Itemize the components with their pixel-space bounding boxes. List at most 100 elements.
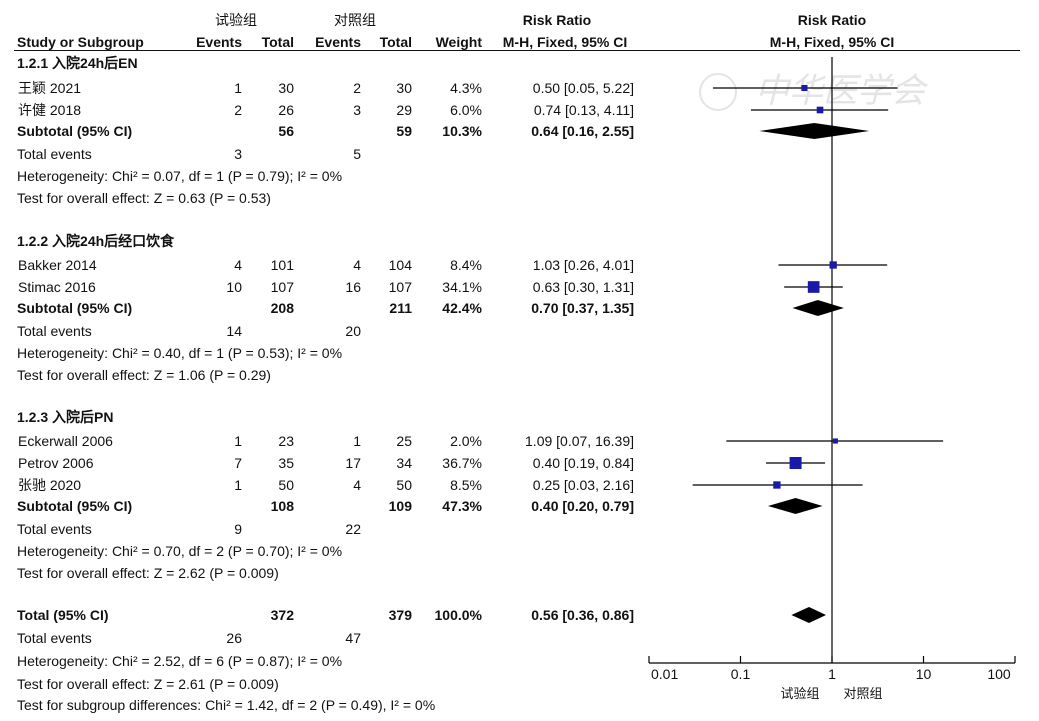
subgroup-title: 1.2.3 入院后PN [17, 409, 114, 425]
experimental-group-header: 试验组 [215, 12, 257, 28]
total-ctl: 379 [388, 607, 412, 623]
x-axis-tick-label: 10 [916, 666, 932, 682]
study-weight: 8.4% [450, 257, 482, 273]
study-total-ctl: 107 [388, 279, 412, 295]
overall-effect-text: Test for overall effect: Z = 2.62 (P = 0… [17, 565, 279, 581]
subtotal-diamond [768, 498, 823, 514]
study-total-ctl: 104 [388, 257, 412, 273]
study-events-exp: 4 [234, 257, 242, 273]
favours-experimental-label: 试验组 [780, 686, 819, 702]
study-total-exp: 26 [278, 102, 294, 118]
total-events-label: Total events [17, 630, 92, 646]
study-total-exp: 35 [278, 455, 294, 471]
subtotal-diamond [759, 123, 870, 139]
heterogeneity-text: Heterogeneity: Chi² = 0.07, df = 1 (P = … [17, 168, 343, 184]
subgroup-title: 1.2.2 入院24h后经口饮食 [17, 233, 175, 249]
subtotal-total-exp: 108 [270, 498, 294, 514]
header-rule [14, 50, 1020, 51]
study-point-estimate [789, 457, 802, 469]
total-weight: 100.0% [434, 607, 482, 623]
study-total-exp: 50 [278, 477, 294, 493]
study-events-exp: 1 [234, 477, 242, 493]
study-risk-ratio: 0.63 [0.30, 1.31] [532, 279, 634, 295]
total-events-label: Total events [17, 146, 92, 162]
study-weight: 2.0% [450, 433, 482, 449]
total-events-ctl: 47 [345, 630, 361, 646]
subtotal-risk-ratio: 0.70 [0.37, 1.35] [531, 300, 634, 316]
control-group-header: 对照组 [334, 12, 376, 28]
study-events-exp: 10 [226, 279, 242, 295]
overall-effect-text: Test for overall effect: Z = 1.06 (P = 0… [17, 367, 271, 383]
study-total-ctl: 34 [396, 455, 412, 471]
study-point-estimate [773, 481, 781, 489]
total-events-ctl: 5 [353, 146, 361, 162]
total-events-label: Total events [17, 323, 92, 339]
method-plot-header: M-H, Fixed, 95% CI [770, 34, 894, 50]
watermark-logo: 中华医学会 [755, 71, 929, 111]
total-events-exp: 26 [226, 630, 242, 646]
total-events-ctl: 20 [345, 323, 361, 339]
total-label: Total (95% CI) [17, 607, 109, 623]
total-events-exp: 3 [234, 146, 242, 162]
subtotal-label: Subtotal (95% CI) [17, 498, 133, 514]
x-axis-tick-label: 1 [828, 666, 836, 682]
study-total-ctl: 25 [396, 433, 412, 449]
subtotal-weight: 42.4% [442, 300, 482, 316]
study-point-estimate [829, 261, 837, 269]
study-risk-ratio: 1.03 [0.26, 4.01] [532, 257, 634, 273]
study-events-exp: 1 [234, 433, 242, 449]
study-total-exp: 30 [278, 80, 294, 96]
total-risk-ratio: 0.56 [0.36, 0.86] [531, 607, 634, 623]
x-axis-tick-label: 0.01 [651, 666, 678, 682]
subtotal-total-exp: 56 [278, 123, 294, 139]
study-weight: 8.5% [450, 477, 482, 493]
subtotal-risk-ratio: 0.40 [0.20, 0.79] [531, 498, 634, 514]
study-column-header: Study or Subgroup [17, 34, 144, 50]
x-axis-tick-label: 0.1 [731, 666, 751, 682]
study-events-ctl: 17 [345, 455, 361, 471]
study-events-ctl: 2 [353, 80, 361, 96]
study-total-ctl: 30 [396, 80, 412, 96]
risk-ratio-header: Risk Ratio [522, 12, 592, 28]
events-exp-header: Events [196, 34, 242, 50]
study-name: 王颖 2021 [18, 80, 82, 96]
study-name: Eckerwall 2006 [18, 433, 113, 449]
risk-ratio-plot-header: Risk Ratio [798, 12, 866, 28]
study-risk-ratio: 1.09 [0.07, 16.39] [525, 433, 634, 449]
subtotal-diamond [792, 300, 844, 316]
heterogeneity-text: Heterogeneity: Chi² = 0.70, df = 2 (P = … [17, 543, 343, 559]
subtotal-weight: 47.3% [442, 498, 482, 514]
total-exp-header: Total [261, 34, 294, 50]
total-heterogeneity-text: Heterogeneity: Chi² = 2.52, df = 6 (P = … [17, 653, 343, 669]
study-total-exp: 101 [270, 257, 294, 273]
subtotal-label: Subtotal (95% CI) [17, 123, 133, 139]
subtotal-total-ctl: 109 [388, 498, 412, 514]
total-events-exp: 9 [234, 521, 242, 537]
x-axis-tick-label: 100 [987, 666, 1011, 682]
subtotal-weight: 10.3% [442, 123, 482, 139]
events-ctl-header: Events [315, 34, 361, 50]
subgroup-title: 1.2.1 入院24h后EN [17, 55, 138, 71]
study-name: 许健 2018 [18, 102, 82, 118]
study-name: Petrov 2006 [18, 455, 94, 471]
study-risk-ratio: 0.74 [0.13, 4.11] [533, 102, 634, 118]
total-diamond [791, 607, 826, 623]
study-weight: 4.3% [450, 80, 482, 96]
study-point-estimate [807, 281, 820, 293]
subtotal-total-ctl: 211 [389, 300, 412, 316]
favours-control-label: 对照组 [843, 687, 882, 702]
subtotal-risk-ratio: 0.64 [0.16, 2.55] [531, 123, 634, 139]
study-name: Bakker 2014 [18, 257, 97, 273]
subtotal-total-exp: 208 [270, 300, 294, 316]
subtotal-total-ctl: 59 [396, 123, 412, 139]
total-events-ctl: 22 [345, 521, 361, 537]
total-overall-effect-text: Test for overall effect: Z = 2.61 (P = 0… [17, 676, 279, 692]
study-weight: 36.7% [442, 455, 482, 471]
study-events-ctl: 16 [345, 279, 361, 295]
study-risk-ratio: 0.25 [0.03, 2.16] [532, 477, 634, 493]
total-ctl-header: Total [379, 34, 412, 50]
study-events-ctl: 3 [353, 102, 361, 118]
study-total-ctl: 29 [396, 102, 412, 118]
